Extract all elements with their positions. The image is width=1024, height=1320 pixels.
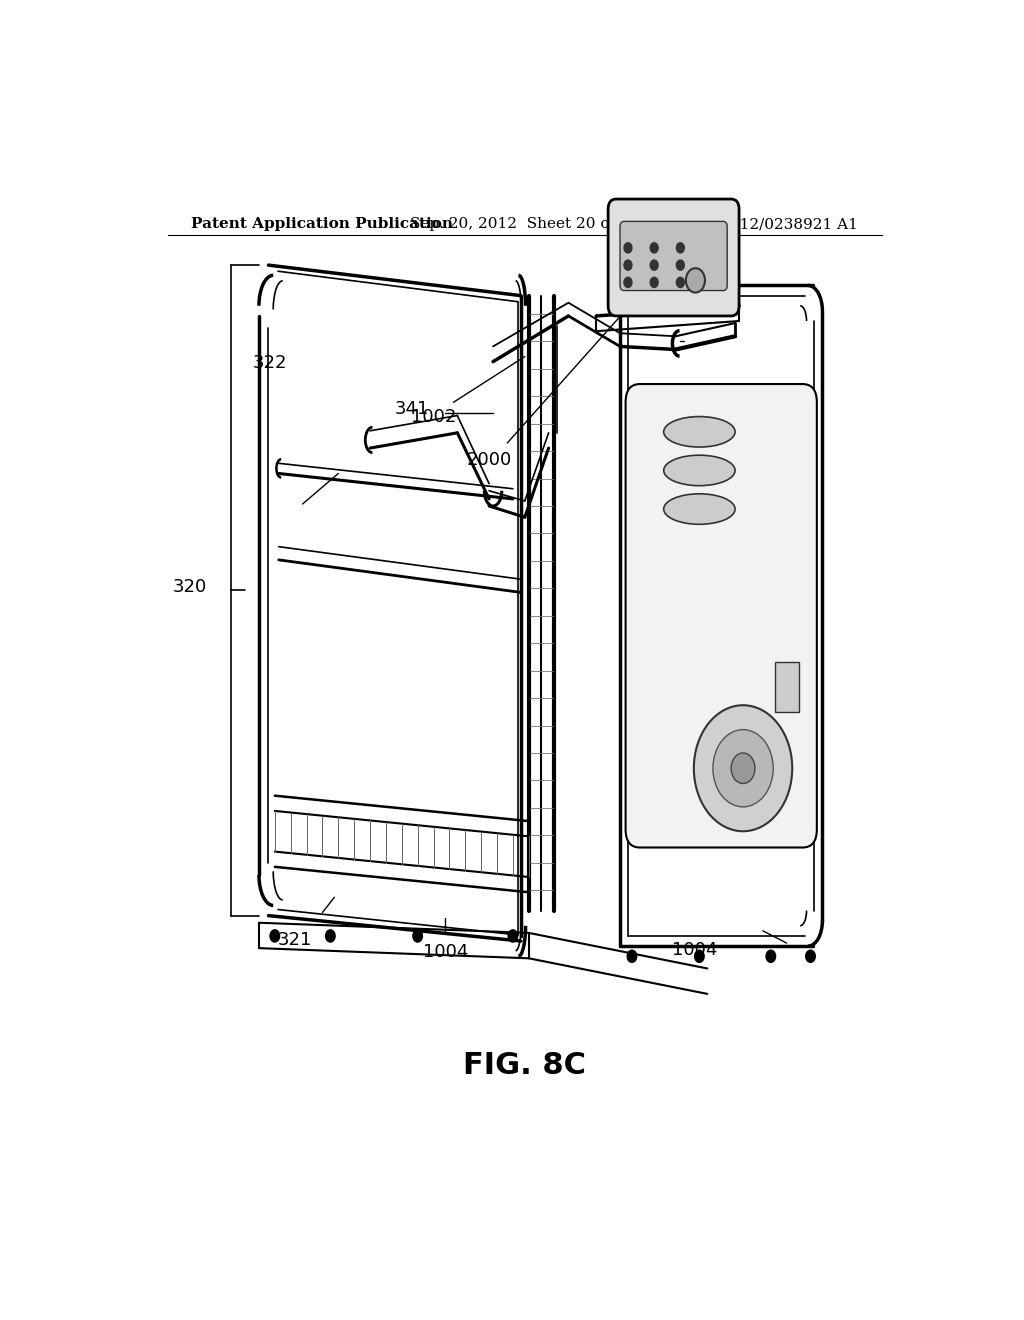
FancyBboxPatch shape bbox=[626, 384, 817, 847]
Ellipse shape bbox=[664, 455, 735, 486]
Text: 1001: 1001 bbox=[632, 512, 677, 531]
Circle shape bbox=[627, 950, 637, 962]
Circle shape bbox=[677, 260, 684, 271]
Text: 341: 341 bbox=[395, 400, 429, 418]
Text: 2000: 2000 bbox=[467, 451, 512, 469]
Text: 1004: 1004 bbox=[672, 941, 717, 960]
Circle shape bbox=[731, 752, 755, 784]
Circle shape bbox=[694, 950, 705, 962]
Circle shape bbox=[624, 243, 632, 253]
Circle shape bbox=[413, 929, 423, 942]
Bar bbox=[775, 661, 799, 713]
FancyBboxPatch shape bbox=[608, 199, 739, 315]
Text: 322: 322 bbox=[252, 354, 287, 371]
Circle shape bbox=[326, 929, 335, 942]
Circle shape bbox=[694, 705, 793, 832]
Circle shape bbox=[270, 929, 280, 942]
Circle shape bbox=[686, 268, 705, 293]
Circle shape bbox=[624, 277, 632, 288]
Circle shape bbox=[713, 730, 773, 807]
Circle shape bbox=[677, 277, 684, 288]
Text: FIG. 8C: FIG. 8C bbox=[463, 1051, 587, 1080]
Ellipse shape bbox=[664, 494, 735, 524]
FancyBboxPatch shape bbox=[620, 222, 727, 290]
Circle shape bbox=[806, 950, 815, 962]
Circle shape bbox=[650, 260, 658, 271]
Circle shape bbox=[650, 243, 658, 253]
Text: 320: 320 bbox=[173, 578, 207, 597]
Circle shape bbox=[766, 950, 775, 962]
Text: Patent Application Publication: Patent Application Publication bbox=[191, 218, 454, 231]
Ellipse shape bbox=[664, 417, 735, 447]
Circle shape bbox=[650, 277, 658, 288]
Text: US 2012/0238921 A1: US 2012/0238921 A1 bbox=[692, 218, 858, 231]
Text: 1004: 1004 bbox=[423, 942, 468, 961]
Circle shape bbox=[624, 260, 632, 271]
Text: 321: 321 bbox=[278, 931, 312, 949]
Text: 1002: 1002 bbox=[411, 408, 457, 426]
Text: 1002: 1002 bbox=[632, 440, 677, 458]
Circle shape bbox=[677, 243, 684, 253]
Text: Sep. 20, 2012  Sheet 20 of 41: Sep. 20, 2012 Sheet 20 of 41 bbox=[410, 218, 640, 231]
Circle shape bbox=[508, 929, 518, 942]
